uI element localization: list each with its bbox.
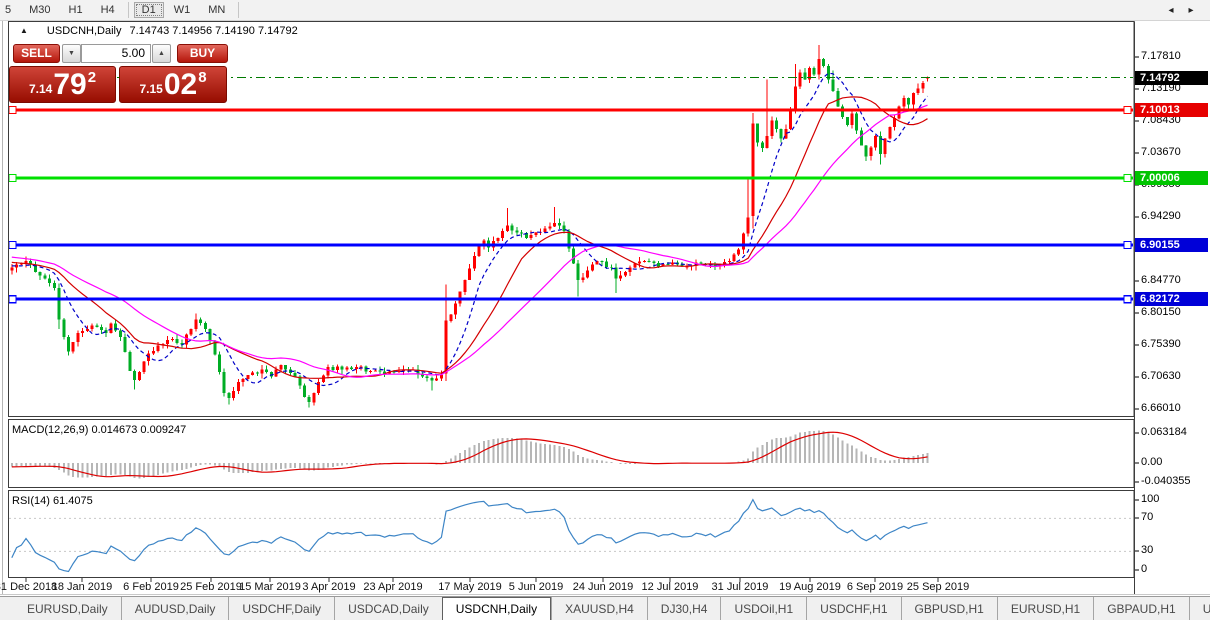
timeframe-button-mn[interactable]: MN bbox=[208, 4, 226, 16]
candles bbox=[10, 44, 929, 408]
toolbar-separator bbox=[127, 2, 129, 18]
ohlc-readout: 7.14743 7.14956 7.14190 7.14792 bbox=[129, 25, 298, 37]
timeframe-button-w1[interactable]: W1 bbox=[173, 4, 191, 16]
price-tick-label: 6.84770 bbox=[1141, 274, 1181, 286]
date-tick-label: 24 Jun 2019 bbox=[572, 581, 634, 593]
date-tick-label: 17 May 2019 bbox=[438, 581, 502, 593]
volume-input[interactable]: 5.00 bbox=[81, 44, 151, 63]
moving-averages bbox=[11, 72, 928, 387]
tab-usdcad-daily[interactable]: USDCAD,Daily bbox=[334, 597, 442, 620]
tab-xauusd-h4[interactable]: XAUUSD,H4 bbox=[551, 597, 647, 620]
date-tick-label: 25 Sep 2019 bbox=[906, 581, 970, 593]
date-tick-label: 18 Jan 2019 bbox=[51, 581, 113, 593]
volume-decrease-button[interactable]: ▼ bbox=[62, 44, 81, 63]
macd-label: MACD(12,26,9) 0.014673 0.009247 bbox=[12, 424, 187, 436]
tab-eurusd-daily[interactable]: EURUSD,Daily bbox=[27, 601, 108, 616]
rsi-label: RSI(14) 61.4075 bbox=[12, 495, 93, 507]
rsi-tick-label: 70 bbox=[1141, 511, 1154, 523]
timeframe-button-h1[interactable]: H1 bbox=[68, 4, 83, 16]
rsi-plot bbox=[9, 498, 1133, 573]
date-tick-label: 6 Sep 2019 bbox=[846, 581, 904, 593]
date-tick-label: 25 Feb 2019 bbox=[180, 581, 242, 593]
tab-usdchf-h1[interactable]: USDCHF,H1 bbox=[806, 597, 900, 620]
tab-gbpaud-h1[interactable]: GBPAUD,H1 bbox=[1093, 597, 1188, 620]
date-tick-label: 12 Jul 2019 bbox=[641, 581, 699, 593]
buy-price-big: 02 bbox=[163, 68, 198, 101]
price-tick-label: 6.70630 bbox=[1141, 370, 1181, 382]
price-tick-label: 6.75390 bbox=[1141, 338, 1181, 350]
price-tick-label: 6.66010 bbox=[1141, 402, 1181, 414]
date-tick-label: 3 Apr 2019 bbox=[302, 581, 356, 593]
buy-price-sup: 8 bbox=[198, 69, 207, 86]
axis-ticks bbox=[25, 56, 1139, 582]
price-tick-label: 7.03670 bbox=[1141, 146, 1181, 158]
rsi-tick-label: 30 bbox=[1141, 544, 1154, 556]
tab-usdcnh-daily[interactable]: USDCNH,Daily bbox=[441, 597, 552, 620]
horizontal-lines bbox=[8, 77, 1133, 304]
date-tick-label: 23 Apr 2019 bbox=[363, 581, 423, 593]
chart-title: ▲ USDCNH,Daily 7.14743 7.14956 7.14190 7.1… bbox=[20, 25, 298, 37]
date-tick-label: 15 Mar 2019 bbox=[239, 581, 301, 593]
collapse-trade-panel-icon[interactable]: ▲ bbox=[20, 26, 28, 35]
ma-slow bbox=[11, 104, 928, 378]
macd-tick-label: 0.063184 bbox=[1141, 426, 1187, 438]
sell-price-display[interactable]: 7.14 79 2 bbox=[9, 66, 116, 103]
buy-price-prefix: 7.15 bbox=[139, 82, 163, 96]
timeframe-button-5[interactable]: 5 bbox=[5, 4, 12, 16]
tab-dj30-h4[interactable]: DJ30,H4 bbox=[646, 597, 721, 620]
price-tick-label: 7.08430 bbox=[1141, 114, 1181, 126]
timeframe-button-h4[interactable]: H4 bbox=[100, 4, 115, 16]
price-tick-label: 7.17810 bbox=[1141, 50, 1181, 62]
sell-button[interactable]: SELL bbox=[13, 44, 60, 63]
price-tick-label: 6.80150 bbox=[1141, 306, 1181, 318]
tab-gbpusd-h1[interactable]: GBPUSD,H1 bbox=[900, 597, 997, 620]
panel-borders bbox=[0, 21, 1210, 595]
buy-button[interactable]: BUY bbox=[177, 44, 228, 63]
date-tick-label: 19 Aug 2019 bbox=[779, 581, 841, 593]
tab-eurusd-h1[interactable]: EURUSD,H1 bbox=[996, 597, 1093, 620]
price-badge-6.90155: 6.90155 bbox=[1135, 238, 1208, 252]
date-tick-label: 31 Dec 2018 bbox=[0, 581, 58, 593]
date-tick-label: 31 Jul 2019 bbox=[711, 581, 769, 593]
price-tick-label: 6.94290 bbox=[1141, 210, 1181, 222]
sell-price-sup: 2 bbox=[87, 69, 97, 86]
tab-scroll-next-icon[interactable]: ▸ bbox=[1188, 5, 1194, 16]
tab-usdoil-h1[interactable]: USDOil,H1 bbox=[720, 597, 806, 620]
price-badge-6.82172: 6.82172 bbox=[1135, 292, 1208, 306]
ma-fast bbox=[11, 72, 928, 387]
price-badge-7.00006: 7.00006 bbox=[1135, 171, 1208, 185]
sell-price-big: 79 bbox=[53, 68, 87, 101]
date-tick-label: 6 Feb 2019 bbox=[123, 581, 179, 593]
macd-tick-label: 0.00 bbox=[1141, 456, 1163, 468]
volume-increase-button[interactable]: ▲ bbox=[152, 44, 171, 63]
rsi-tick-label: 100 bbox=[1141, 493, 1160, 505]
timeframe-toolbar: 5 M30 H1 H4 D1 W1 MN bbox=[0, 0, 1210, 21]
macd-tick-label: -0.040355 bbox=[1141, 475, 1191, 487]
sell-price-prefix: 7.14 bbox=[28, 82, 53, 96]
tab-audusd-daily[interactable]: AUDUSD,Daily bbox=[120, 597, 229, 620]
price-badge-7.10013: 7.10013 bbox=[1135, 103, 1208, 117]
tab-scroll-prev-icon[interactable]: ◂ bbox=[1168, 5, 1174, 16]
rsi-line bbox=[11, 498, 928, 573]
rsi-tick-label: 0 bbox=[1141, 563, 1148, 575]
chart-tab-bar: EURUSD,Daily AUDUSD,Daily USDCHF,Daily USDC… bbox=[0, 596, 1210, 620]
buy-price-display[interactable]: 7.15 02 8 bbox=[119, 66, 227, 103]
symbol-label: USDCNH,Daily bbox=[46, 25, 122, 37]
toolbar-separator bbox=[238, 2, 240, 18]
price-badge-7.14792: 7.14792 bbox=[1135, 71, 1208, 85]
tab-usdjp[interactable]: USDJP bbox=[1188, 597, 1210, 620]
price-tick-label: 7.13190 bbox=[1141, 82, 1181, 94]
timeframe-button-m30[interactable]: M30 bbox=[29, 4, 51, 16]
macd-signal-line bbox=[11, 431, 928, 478]
ma-medium bbox=[11, 96, 928, 379]
macd-signal bbox=[11, 431, 928, 478]
rsi-panel[interactable] bbox=[8, 490, 1134, 577]
tab-usdchf-daily[interactable]: USDCHF,Daily bbox=[228, 597, 334, 620]
date-tick-label: 5 Jun 2019 bbox=[508, 581, 564, 593]
timeframe-button-d1[interactable]: D1 bbox=[133, 2, 164, 18]
